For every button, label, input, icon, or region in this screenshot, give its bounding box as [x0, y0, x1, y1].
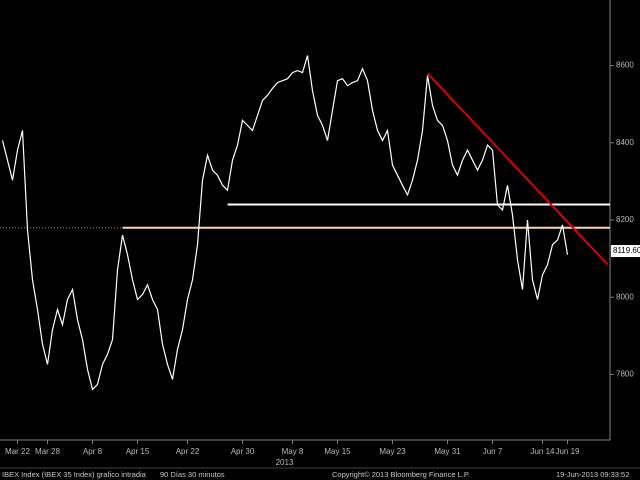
x-year-label: 2013 — [276, 458, 294, 467]
x-tick-label: Mar 28 — [35, 447, 60, 456]
x-tick-label: Apr 30 — [231, 447, 255, 456]
x-tick-label: Mar 22 — [5, 447, 30, 456]
x-tick-label: Jun 7 — [483, 447, 503, 456]
footer-text: 19-Jun-2013 09:33:52 — [556, 470, 629, 479]
footer-text: Copyright© 2013 Bloomberg Finance L.P. — [332, 470, 470, 479]
x-tick-label: Jun 19 — [555, 447, 580, 456]
x-tick-label: Apr 22 — [176, 447, 200, 456]
trendline — [426, 72, 609, 266]
y-tick-label: 8400 — [616, 138, 634, 147]
footer-text: IBEX Index (IBEX 35 Index) grafico intra… — [2, 470, 147, 479]
x-tick-label: Apr 15 — [126, 447, 150, 456]
x-tick-label: May 31 — [434, 447, 461, 456]
y-tick-label: 8600 — [616, 61, 634, 70]
footer-text: 90 Días 30 minutos — [160, 470, 225, 479]
y-tick-label: 7800 — [616, 369, 634, 378]
last-price-tag — [611, 245, 640, 258]
x-tick-label: May 23 — [379, 447, 406, 456]
last-price-label: 8119.60 — [613, 246, 640, 255]
x-tick-label: Jun 14 — [530, 447, 555, 456]
y-tick-label: 8000 — [616, 292, 634, 301]
x-tick-label: May 8 — [282, 447, 304, 456]
x-tick-label: Apr 8 — [83, 447, 103, 456]
price-line — [1, 55, 569, 391]
x-tick-label: May 15 — [324, 447, 351, 456]
y-tick-label: 8200 — [616, 215, 634, 224]
